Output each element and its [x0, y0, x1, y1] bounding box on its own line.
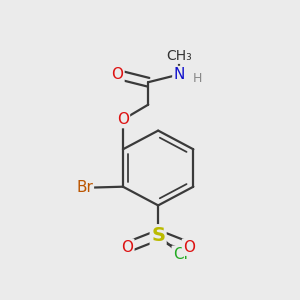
Text: Cl: Cl [173, 247, 188, 262]
Text: H: H [193, 72, 203, 86]
Text: CH₃: CH₃ [166, 49, 192, 63]
Text: S: S [151, 226, 165, 244]
Text: O: O [112, 67, 124, 82]
Text: N: N [173, 67, 185, 82]
Text: O: O [122, 240, 134, 255]
Text: Br: Br [76, 180, 93, 195]
Text: O: O [183, 240, 195, 255]
Text: O: O [117, 112, 129, 127]
